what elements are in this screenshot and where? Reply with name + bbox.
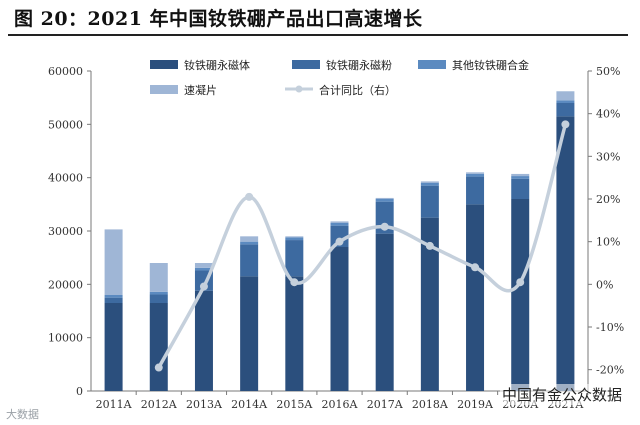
bar-segment-1 <box>330 247 349 391</box>
bar-segment-1 <box>194 290 213 391</box>
bar-segment-1 <box>285 276 304 391</box>
bar-segment-3 <box>375 199 394 202</box>
yoy-growth-point <box>290 278 299 287</box>
yoy-growth-point <box>335 237 344 246</box>
legend-swatch-1 <box>150 60 178 69</box>
x-tick-label: 2016A <box>322 398 359 411</box>
legend-label-1: 钕铁硼永磁体 <box>184 58 250 72</box>
bar-segment-3 <box>240 241 259 245</box>
x-tick-label: 2017A <box>367 398 404 411</box>
legend-label-line: 合计同比（右） <box>319 83 396 97</box>
bar-segment-4 <box>285 236 304 238</box>
right-tick-label: 0% <box>596 278 613 291</box>
bar-segment-2 <box>240 244 259 277</box>
bar-segment-2 <box>466 176 485 205</box>
bar-segment-2 <box>285 240 304 277</box>
bar-segment-2 <box>556 103 575 117</box>
yoy-growth-point <box>154 363 163 372</box>
yoy-growth-point <box>380 222 389 231</box>
legend-swatch-3 <box>418 60 446 69</box>
right-tick-label: -10% <box>596 321 624 334</box>
bar-segment-2 <box>149 294 168 303</box>
bar-segment-3 <box>104 295 123 298</box>
bar-segment-4 <box>511 173 530 177</box>
bar-segment-1 <box>420 217 439 391</box>
bar-segment-3 <box>194 267 213 271</box>
right-tick-label: 20% <box>596 193 620 206</box>
title-underline <box>8 34 628 36</box>
right-tick-label: 50% <box>596 65 620 78</box>
left-tick-label: 50000 <box>48 118 83 131</box>
bar-segment-4 <box>375 197 394 199</box>
legend-label-2: 钕铁硼永磁粉 <box>326 58 392 72</box>
x-tick-label: 2013A <box>186 398 223 411</box>
bar-segment-1 <box>556 116 575 391</box>
right-tick-label: 10% <box>596 236 620 249</box>
bar-segment-1 <box>466 204 485 391</box>
x-tick-label: 2014A <box>231 398 268 411</box>
bar-segment-4 <box>466 172 485 174</box>
bar-segment-4 <box>194 263 213 268</box>
legend-line-marker <box>295 85 303 93</box>
legend-swatch-4 <box>150 85 178 94</box>
yoy-growth-line <box>157 123 568 369</box>
bar-segment-4 <box>420 181 439 183</box>
bar-segment-1 <box>104 303 123 391</box>
bar-segment-2 <box>104 297 123 303</box>
bar-segment-3 <box>420 183 439 186</box>
legend-label-4: 速凝片 <box>184 83 217 97</box>
bar-segment-4 <box>240 236 259 242</box>
bar-segment-2 <box>330 225 349 247</box>
bar-segment-3 <box>466 173 485 177</box>
bar-segment-1 <box>511 199 530 391</box>
bar-segment-3 <box>149 291 168 295</box>
bar-segment-4 <box>330 221 349 223</box>
right-tick-label: -20% <box>596 364 624 377</box>
x-tick-label: 2018A <box>412 398 449 411</box>
left-tick-label: 20000 <box>48 278 83 291</box>
yoy-growth-point <box>245 192 254 201</box>
bar-segment-4 <box>556 91 575 101</box>
x-tick-label: 2011A <box>96 398 133 411</box>
bar-segment-4 <box>149 263 168 292</box>
chart-title: 图 20：2021 年中国钕铁硼产品出口高速增长 <box>14 8 423 30</box>
left-tick-label: 0 <box>76 385 83 398</box>
yoy-growth-point <box>199 282 208 291</box>
bar-segment-3 <box>330 223 349 226</box>
x-tick-label: 2019A <box>457 398 494 411</box>
bar-segment-3 <box>285 237 304 241</box>
bar-segment-2 <box>511 178 530 199</box>
bar-segment-1 <box>149 303 168 391</box>
bar-segment-2 <box>420 185 439 218</box>
yoy-growth-point <box>516 278 525 287</box>
left-tick-label: 10000 <box>48 332 83 345</box>
bar-segment-1 <box>240 276 259 391</box>
bar-segment-3 <box>511 176 530 179</box>
left-tick-label: 60000 <box>48 65 83 78</box>
bar-segment-3 <box>556 100 575 103</box>
source-watermark: 中国有金公众数据 <box>499 384 624 405</box>
yoy-growth-point <box>561 120 570 129</box>
x-tick-label: 2015A <box>276 398 313 411</box>
legend-label-3: 其他钕铁硼合金 <box>452 58 529 72</box>
right-tick-label: 40% <box>596 108 620 121</box>
corner-watermark: 大数据 <box>6 408 39 421</box>
right-tick-label: 30% <box>596 150 620 163</box>
yoy-growth-point <box>425 241 434 250</box>
legend-swatch-2 <box>292 60 320 69</box>
bar-segment-4 <box>104 229 123 295</box>
left-tick-label: 30000 <box>48 225 83 238</box>
x-tick-label: 2012A <box>141 398 178 411</box>
yoy-growth-point <box>471 263 480 272</box>
left-tick-label: 40000 <box>48 172 83 185</box>
bar-segment-1 <box>375 233 394 391</box>
